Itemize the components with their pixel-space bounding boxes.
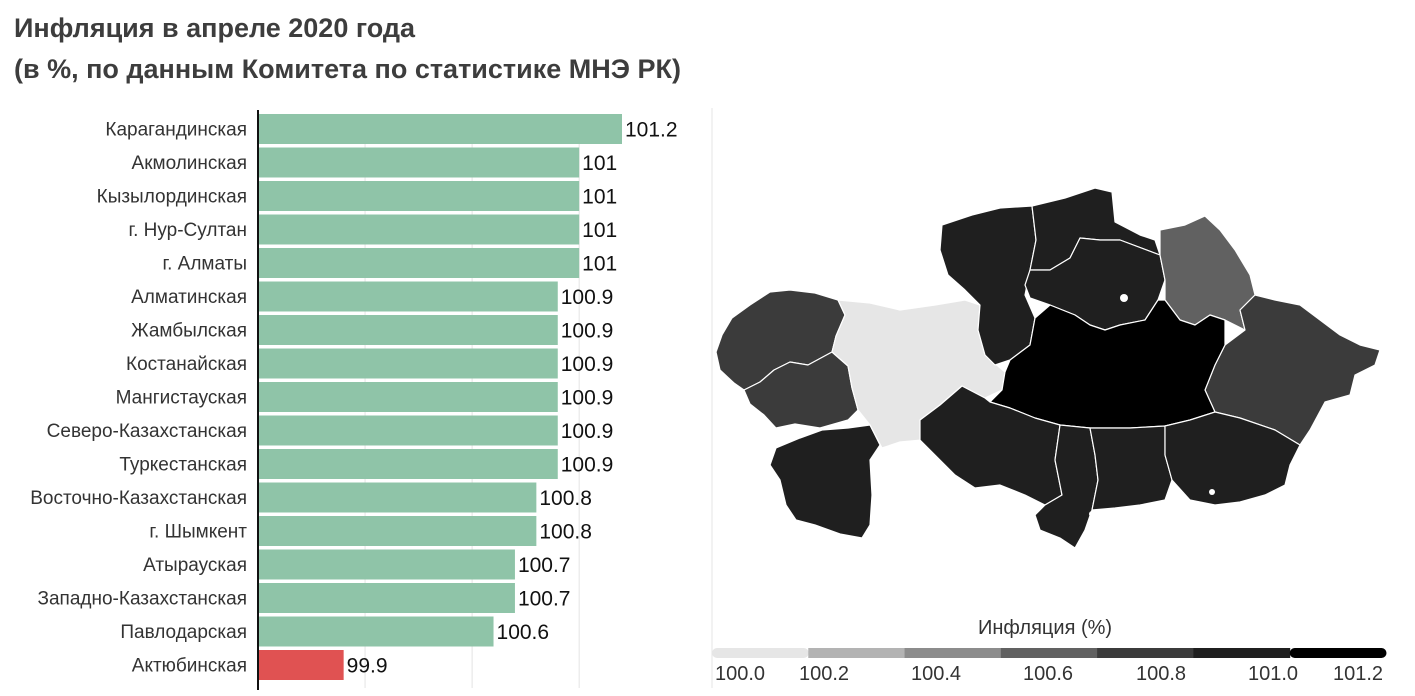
category-label: Жамбылская: [131, 321, 247, 342]
value-label: 101: [582, 219, 617, 242]
category-label: Карагандинская: [105, 120, 247, 141]
legend-tick-label: 100.8: [1136, 663, 1186, 685]
value-label: 100.7: [518, 588, 571, 611]
legend-tick-label: 100.0: [715, 663, 765, 685]
category-labels: Карагандинская Акмолинская Кызылординская г…: [30, 120, 247, 677]
bar: [258, 516, 537, 546]
map-region-almaty: [1164, 411, 1301, 506]
bar: [258, 248, 580, 278]
value-label: 100.9: [561, 420, 614, 443]
map-region-zhambyl: [1089, 425, 1173, 511]
category-label: Атырауская: [143, 555, 247, 576]
legend-title: Инфляция (%): [978, 617, 1113, 639]
bar-chart: Карагандинская Акмолинская Кызылординская г…: [30, 110, 678, 690]
legend-swatch: [712, 648, 809, 658]
value-label: 99.9: [347, 655, 388, 678]
legend-tick-label: 100.6: [1023, 663, 1073, 685]
category-label: г. Шымкент: [149, 522, 247, 543]
legend-tick-label: 101.2: [1333, 663, 1383, 685]
map-city-almaty: [1209, 489, 1215, 495]
chart-title: Инфляция в апреле 2020 года: [14, 13, 416, 43]
value-label: 101: [582, 253, 617, 276]
map-city-nur-sultan: [1120, 294, 1128, 302]
value-label: 100.8: [539, 521, 592, 544]
value-label: 101: [582, 186, 617, 209]
bar: [258, 382, 558, 412]
category-label: Акмолинская: [132, 153, 247, 174]
bar: [258, 482, 537, 513]
bar: [258, 549, 515, 580]
category-label: Восточно-Казахстанская: [30, 488, 247, 509]
value-label: 100.9: [561, 454, 614, 477]
bar: [258, 315, 558, 345]
map-legend: 100.0 100.2 100.4 100.6 100.8 101.0 101.2: [712, 648, 1387, 685]
value-label: 100.7: [518, 554, 571, 577]
map-panel: 100.0 100.2 100.4 100.6 100.8 101.0 101.2 Инфл…: [700, 108, 1415, 696]
bar: [258, 583, 515, 613]
value-label: 100.9: [561, 353, 614, 376]
bar: [258, 147, 580, 178]
bar: [258, 348, 558, 379]
value-label: 100.8: [539, 487, 592, 510]
map-city-shymkent: [1089, 511, 1095, 517]
category-label: Костанайская: [126, 354, 247, 375]
category-label: Туркестанская: [119, 455, 247, 476]
bar: [258, 449, 558, 479]
bar: [258, 214, 580, 245]
chart-subtitle: (в %, по данным Комитета по статистике М…: [14, 54, 681, 84]
legend-tick-label: 101.0: [1248, 663, 1298, 685]
legend-swatch: [1097, 648, 1194, 658]
bars: [258, 114, 622, 680]
category-label: Актюбинская: [132, 656, 247, 677]
value-label: 100.9: [561, 387, 614, 410]
bar: [258, 281, 558, 312]
bar: [258, 415, 558, 446]
category-label: Павлодарская: [120, 622, 247, 643]
value-label: 101: [582, 152, 617, 175]
value-label: 100.9: [561, 286, 614, 309]
legend-tick-label: 100.2: [799, 663, 849, 685]
legend-tick-label: 100.4: [911, 663, 961, 685]
legend-swatch: [808, 648, 906, 658]
legend-swatch: [1000, 648, 1098, 658]
category-label: г. Алматы: [163, 254, 248, 275]
bar: [258, 114, 622, 144]
value-label: 100.6: [497, 621, 550, 644]
category-label: Кызылординская: [97, 187, 247, 208]
value-labels: 101.2 101 101 101 101 100.9 100.9 100.9 100.9 100…: [347, 119, 678, 678]
legend-swatch: [1289, 648, 1387, 658]
bar: [258, 616, 494, 647]
category-label: Алматинская: [131, 287, 247, 308]
value-label: 101.2: [625, 119, 678, 142]
legend-swatch: [1193, 648, 1291, 658]
map-region-mangystau: [769, 424, 881, 539]
legend-swatch: [904, 648, 1002, 658]
category-label: Мангистауская: [116, 388, 247, 409]
bar: [258, 650, 344, 680]
category-label: Северо-Казахстанская: [47, 421, 247, 442]
value-label: 100.9: [561, 320, 614, 343]
category-label: Западно-Казахстанская: [38, 589, 248, 610]
category-label: г. Нур-Султан: [128, 220, 247, 241]
kazakhstan-map: 100.0 100.2 100.4 100.6 100.8 101.0 101.2: [711, 108, 1387, 688]
bar: [258, 181, 580, 211]
